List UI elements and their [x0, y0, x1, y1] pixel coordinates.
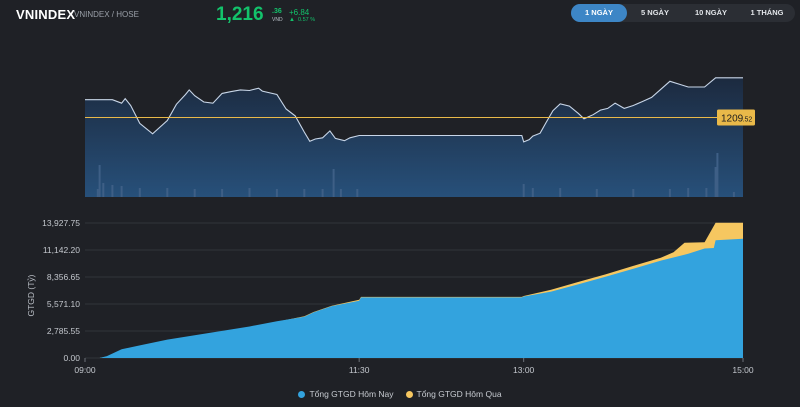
volume-bar — [339, 189, 342, 197]
reference-label-main: 1209 — [721, 114, 744, 125]
tab-1-day[interactable]: 1 NGÀY — [571, 4, 627, 22]
value-areas — [85, 222, 743, 358]
up-arrow-icon: ▲ — [289, 17, 295, 23]
legend-item-yesterday[interactable]: Tổng GTGD Hôm Qua — [405, 386, 502, 402]
price-area-fill — [85, 77, 743, 197]
volume-bar — [531, 188, 534, 197]
volume-bar — [120, 186, 123, 197]
y-axis-label: GTGD (Tỷ) — [26, 274, 36, 316]
reference-label-background — [717, 109, 755, 126]
volume-bar — [111, 185, 114, 197]
x-tick-label: 09:00 — [74, 365, 96, 375]
volume-bar — [732, 192, 735, 197]
volume-bar — [321, 189, 324, 197]
volume-bar — [559, 188, 562, 197]
price-area — [85, 77, 743, 197]
volume-bar — [96, 189, 99, 197]
volume-bar — [705, 188, 708, 197]
x-tick-label: 13:00 — [513, 365, 535, 375]
volume-bar — [193, 189, 196, 197]
chart-legend: Tổng GTGD Hôm Nay Tổng GTGD Hôm Qua — [0, 386, 800, 402]
y-tick-label: 11,142.20 — [43, 245, 80, 255]
legend-swatch-yesterday — [405, 390, 413, 398]
change-absolute: +6.84 — [289, 8, 310, 17]
change-percent: 0.57 % — [298, 17, 316, 23]
legend-label-today: Tổng GTGD Hôm Nay — [309, 389, 394, 399]
volume-bar — [275, 189, 278, 197]
price-unit: VND — [272, 17, 283, 23]
x-tick-label: 15:00 — [732, 365, 754, 375]
y-tick-label: 5,571.10 — [47, 299, 80, 309]
volume-bar — [716, 153, 719, 197]
volume-bar — [687, 188, 690, 197]
volume-bar — [522, 184, 525, 197]
volume-bar — [98, 165, 101, 197]
intraday-price-chart[interactable]: 1209 .52 — [0, 32, 800, 202]
index-exchange: VNINDEX / HOSE — [74, 10, 139, 19]
index-symbol: VNINDEX — [16, 7, 76, 22]
legend-item-today[interactable]: Tổng GTGD Hôm Nay — [298, 386, 394, 402]
volume-bar — [102, 183, 105, 197]
volume-bar — [632, 189, 635, 197]
y-tick-label: 0.00 — [63, 353, 80, 363]
tab-5-days[interactable]: 5 NGÀY — [641, 8, 669, 17]
volume-bar — [332, 169, 335, 197]
y-tick-label: 2,785.55 — [47, 326, 80, 336]
y-axis-ticks: 0.00 2,785.55 5,571.10 8,356.65 11,142.20 13,… — [42, 218, 80, 363]
legend-swatch-today — [298, 390, 306, 398]
legend-label-yesterday: Tổng GTGD Hôm Qua — [416, 389, 502, 399]
volume-bar — [166, 188, 169, 197]
price-series-line — [85, 77, 743, 143]
x-axis-ticks: 09:00 11:30 13:00 15:00 — [74, 358, 754, 375]
volume-bar — [138, 188, 141, 197]
price-line — [85, 77, 743, 143]
y-tick-label: 8,356.65 — [47, 272, 80, 282]
tab-10-days[interactable]: 10 NGÀY — [694, 8, 728, 17]
time-range-selector: 1 NGÀY 5 NGÀY 10 NGÀY 1 THÁNG — [571, 4, 795, 22]
reference-price-label: 1209 .52 — [717, 109, 755, 126]
chart-header: VNINDEX VNINDEX / HOSE 1,216 .36 VND +6.… — [0, 0, 800, 32]
volume-bar — [668, 189, 671, 197]
volume-bar — [248, 188, 251, 197]
today-area — [85, 238, 743, 358]
volume-bar — [595, 189, 598, 197]
volume-bar — [303, 189, 306, 197]
index-price-decimal: .36 — [272, 8, 282, 15]
reference-label-decimal: .52 — [743, 117, 753, 124]
volume-bar — [356, 189, 359, 197]
volume-bar — [714, 167, 717, 197]
volume-bars — [96, 153, 735, 197]
tab-1-month[interactable]: 1 THÁNG — [750, 8, 784, 17]
volume-bar — [221, 189, 224, 197]
cumulative-value-chart[interactable]: 0.00 2,785.55 5,571.10 8,356.65 11,142.20 13,… — [0, 205, 800, 380]
index-price: 1,216 — [216, 4, 264, 25]
y-tick-label: 13,927.75 — [42, 218, 80, 228]
x-tick-label: 11:30 — [349, 365, 370, 375]
